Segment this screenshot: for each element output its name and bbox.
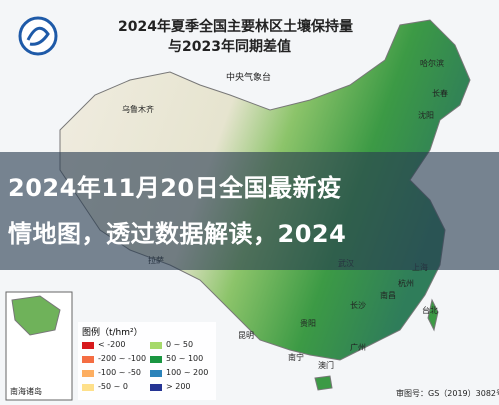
legend-label: 50 ~ 100: [166, 354, 204, 363]
legend: 图例（t/hm²） < -200 -200 ~ -100 -100 ~ -50 -50…: [78, 322, 216, 400]
city-label: 乌鲁木齐: [122, 105, 154, 114]
legend-swatch: [150, 370, 162, 377]
legend-label: -200 ~ -100: [98, 354, 147, 363]
legend-label: 100 ~ 200: [166, 368, 209, 377]
legend-swatch: [82, 370, 94, 377]
logo: [18, 16, 58, 56]
legend-swatch: [82, 384, 94, 391]
review-number: 审图号：GS（2019）3082号: [396, 389, 499, 398]
city-label: 广州: [350, 343, 366, 352]
taiwan: [427, 298, 439, 332]
city-label: 沈阳: [418, 111, 434, 120]
city-label: 南昌: [380, 291, 396, 300]
city-label: 澳门: [318, 361, 334, 370]
legend-swatch: [150, 356, 162, 363]
legend-swatch: [150, 342, 162, 349]
legend-label: > 200: [166, 382, 191, 391]
legend-swatch: [82, 356, 94, 363]
legend-label: < -200: [98, 340, 126, 349]
source: 中央气象台: [226, 73, 272, 83]
city-label: 台北: [422, 306, 438, 315]
map-subtitle: 与2023年同期差值: [168, 39, 291, 55]
city-label: 长沙: [350, 301, 366, 310]
banner-line: 情地图，透过数据解读，2024: [8, 220, 347, 248]
legend-swatch: [82, 342, 94, 349]
city-label: 昆明: [238, 331, 254, 340]
legend-swatch: [150, 384, 162, 391]
map-title: 2024年夏季全国主要林区土壤保持量: [118, 19, 353, 35]
legend-label: -100 ~ -50: [98, 368, 142, 377]
city-label: 杭州: [398, 279, 414, 288]
inset-label: 南海诸岛: [10, 387, 42, 396]
banner: 2024年11月20日全国最新疫 情地图，透过数据解读，2024: [0, 152, 499, 270]
legend-label: 0 ~ 50: [166, 340, 194, 349]
logo-mark: [26, 26, 50, 46]
inset-map: [11, 295, 61, 336]
city-label: 贵阳: [300, 319, 316, 328]
banner-line: 2024年11月20日全国最新疫: [8, 174, 342, 202]
city-label: 南宁: [288, 353, 304, 362]
city-label: 长春: [432, 89, 448, 98]
legend-title: 图例（t/hm²）: [82, 328, 143, 338]
city-label: 哈尔滨: [420, 59, 444, 68]
legend-label: -50 ~ 0: [98, 382, 128, 391]
hainan: [314, 375, 333, 391]
